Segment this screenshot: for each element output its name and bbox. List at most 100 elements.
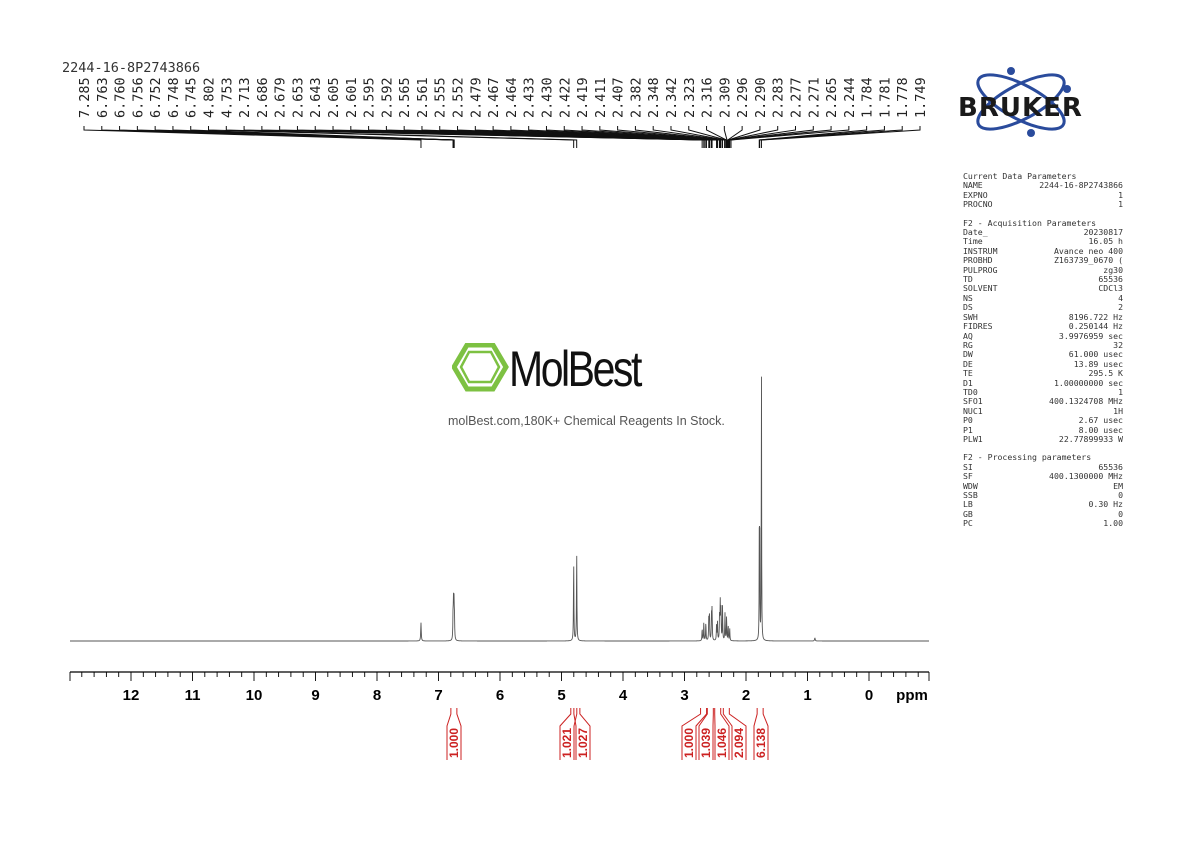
param-row: SOLVENT CDCl3 [963, 283, 1123, 294]
param-key: DS [963, 302, 973, 313]
integral-value: 1.046 [715, 728, 729, 758]
peak-label: 2.479 [468, 77, 484, 118]
param-key: P1 [963, 424, 973, 435]
peak-label: 2.419 [575, 77, 591, 118]
peak-label: 6.745 [184, 77, 200, 118]
param-value: 2244-16-8P2743866 [1039, 180, 1123, 191]
param-key: TD [963, 274, 973, 285]
integral-value: 1.021 [560, 728, 574, 758]
integral-bracket [714, 708, 730, 760]
peak-label: 1.781 [877, 77, 893, 118]
peak-label: 6.752 [148, 77, 164, 118]
spectrum-group [70, 376, 929, 642]
peak-label: 2.679 [273, 77, 289, 118]
bruker-logo [955, 62, 1120, 152]
peak-label: 1.778 [895, 77, 911, 118]
peak-label: 4.802 [202, 77, 218, 118]
peak-label: 2.342 [664, 77, 680, 118]
peak-label: 2.407 [611, 77, 627, 118]
peak-label: 2.422 [557, 77, 573, 118]
param-row: P0 2.67 usec [963, 415, 1123, 426]
param-key: D1 [963, 377, 973, 388]
peak-label: 6.760 [113, 77, 129, 118]
param-section-title: Current Data Parameters [963, 171, 1077, 181]
param-value: 1.00000000 sec [1053, 377, 1123, 388]
param-key: P0 [963, 415, 973, 426]
param-key: SOLVENT [963, 283, 998, 294]
param-row: DE 13.89 usec [963, 358, 1123, 369]
x-axis-label: ppm [896, 687, 928, 704]
param-row: PROBHD Z163739_0670 ( [963, 255, 1123, 265]
integral-value: 1.039 [699, 728, 713, 758]
peak-label-leader [136, 126, 455, 148]
molbest-wordmark: MolBest [509, 341, 642, 397]
param-value: 295.5 K [1088, 368, 1123, 379]
param-value: 16.05 h [1088, 236, 1123, 247]
peak-label: 2.555 [433, 77, 449, 118]
x-tick-label: 9 [311, 687, 319, 704]
param-key: Time [963, 236, 983, 247]
peak-label-leader [208, 126, 575, 148]
peak-label: 2.464 [504, 77, 520, 118]
peak-label-leader [758, 126, 885, 148]
param-value: 1 [1118, 386, 1123, 397]
param-key: NAME [963, 180, 983, 191]
peak-label: 2.467 [486, 77, 502, 118]
param-value: 61.000 usec [1068, 349, 1123, 360]
peak-label: 2.552 [451, 77, 467, 118]
peak-label: 2.309 [717, 77, 733, 118]
molbest-hexagon-logo [452, 343, 509, 392]
integral-bracket [753, 708, 769, 760]
param-row: WDW EM [963, 481, 1123, 491]
peak-label: 2.271 [806, 77, 822, 118]
param-section-title: F2 - Processing parameters [963, 452, 1092, 463]
peak-label: 2.433 [522, 77, 538, 118]
param-row: GB 0 [963, 509, 1123, 519]
param-row: FIDRES 0.250144 Hz [963, 321, 1123, 331]
param-row: TD0 1 [963, 386, 1123, 397]
param-row: Time 16.05 h [963, 236, 1123, 247]
param-key: LB [963, 499, 973, 510]
acquisition-parameters-panel: Current Data Parameters NAME 2244-16-8P274… [963, 171, 1123, 529]
param-row: SWH 8196.722 Hz [963, 311, 1123, 322]
peak-label: 2.283 [771, 77, 787, 118]
peak-label-leader [190, 126, 455, 148]
x-tick-label: 6 [496, 687, 504, 704]
integral-bracket [722, 708, 747, 760]
param-value: 1H [1113, 405, 1123, 416]
x-axis: 12 11 10 9 8 7 6 5 4 3 2 1 0 ppm [69, 671, 930, 704]
peak-label-leader [510, 126, 718, 148]
x-tick-label: 11 [185, 687, 201, 704]
param-value: 3.9976959 sec [1058, 330, 1123, 341]
molbest-tagline: molBest.com,180K+ Chemical Reagents In S… [448, 414, 725, 428]
param-key: SWH [963, 311, 978, 322]
integral-value: 2.094 [732, 728, 746, 758]
integral-value: 1.000 [682, 728, 696, 758]
peak-label: 2.686 [255, 77, 271, 118]
param-key: AQ [963, 330, 973, 341]
param-key: DW [963, 349, 973, 360]
peak-label: 2.348 [646, 77, 662, 118]
bruker-wordmark: BRUKER [958, 93, 1083, 123]
peak-label: 2.244 [842, 77, 858, 118]
param-row: SF 400.1300000 MHz [963, 471, 1123, 481]
param-key: NUC1 [963, 405, 983, 416]
param-row: RG 32 [963, 340, 1123, 350]
x-tick-label: 4 [619, 687, 628, 704]
param-value: 8.00 usec [1078, 424, 1123, 435]
param-value: 0.30 Hz [1088, 499, 1123, 510]
integral-value: 1.000 [447, 728, 461, 758]
peak-label: 2.561 [415, 77, 431, 118]
param-row: PLW1 22.77899933 W [963, 434, 1123, 444]
param-row: SSB 0 [963, 490, 1123, 500]
param-key: SSB [963, 490, 978, 500]
param-key: DE [963, 358, 973, 369]
peak-label: 6.763 [95, 77, 111, 118]
peak-label: 2.595 [362, 77, 378, 118]
param-value: 1 [1118, 189, 1123, 200]
peak-label: 2.296 [735, 77, 751, 118]
param-value: 65536 [1098, 461, 1123, 472]
param-key: TD0 [963, 386, 978, 397]
param-value: zg30 [1103, 264, 1123, 275]
x-tick-label: 0 [865, 687, 873, 704]
